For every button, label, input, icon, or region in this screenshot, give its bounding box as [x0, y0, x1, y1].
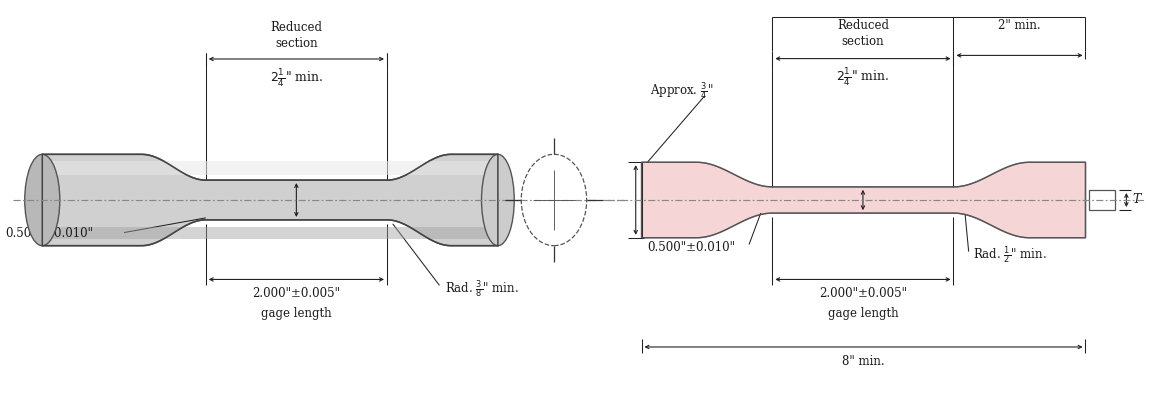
Text: Rad. $\frac{3}{8}$" min.: Rad. $\frac{3}{8}$" min.	[445, 278, 519, 300]
Text: gage length: gage length	[261, 307, 331, 320]
Text: Approx. $\frac{3}{4}$": Approx. $\frac{3}{4}$"	[650, 80, 713, 102]
Polygon shape	[42, 228, 498, 239]
Ellipse shape	[481, 154, 514, 246]
Text: $2\frac{1}{4}$" min.: $2\frac{1}{4}$" min.	[269, 67, 323, 89]
Text: Rad. $\frac{1}{2}$" min.: Rad. $\frac{1}{2}$" min.	[973, 245, 1047, 266]
Text: section: section	[842, 36, 884, 48]
Text: T: T	[1132, 194, 1141, 206]
Text: section: section	[275, 37, 317, 50]
Text: 2" min.: 2" min.	[998, 19, 1041, 32]
Ellipse shape	[521, 154, 587, 246]
Text: $2\frac{1}{4}$" min.: $2\frac{1}{4}$" min.	[836, 66, 890, 88]
Text: 8" min.: 8" min.	[842, 355, 885, 368]
Text: 0.500"±0.010": 0.500"±0.010"	[5, 227, 93, 240]
Text: 2.000"±0.005": 2.000"±0.005"	[819, 287, 908, 300]
Polygon shape	[642, 162, 1086, 238]
Text: 0.500"±0.010": 0.500"±0.010"	[648, 241, 735, 254]
Bar	[1089, 190, 1115, 210]
Polygon shape	[42, 154, 498, 246]
Text: Reduced: Reduced	[271, 21, 322, 34]
Polygon shape	[42, 161, 498, 175]
Text: Reduced: Reduced	[837, 19, 889, 32]
Text: gage length: gage length	[828, 307, 898, 320]
Ellipse shape	[25, 154, 60, 246]
Text: 2.000"±0.005": 2.000"±0.005"	[253, 287, 341, 300]
